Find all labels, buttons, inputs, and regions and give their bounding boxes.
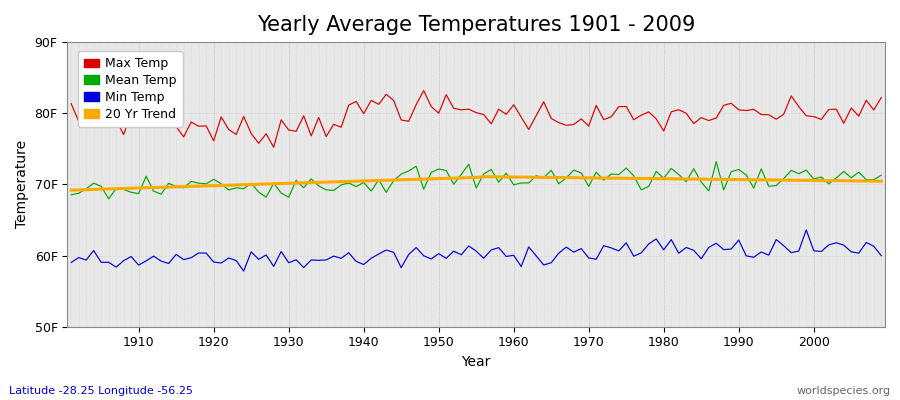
20 Yr Trend bbox=[336, 179, 346, 184]
Max Temp bbox=[516, 115, 526, 120]
Text: Latitude -28.25 Longitude -56.25: Latitude -28.25 Longitude -56.25 bbox=[9, 386, 193, 396]
Legend: Max Temp, Mean Temp, Min Temp, 20 Yr Trend: Max Temp, Mean Temp, Min Temp, 20 Yr Tre… bbox=[77, 51, 183, 127]
Min Temp bbox=[343, 250, 354, 255]
20 Yr Trend bbox=[66, 188, 77, 192]
Min Temp bbox=[508, 253, 519, 258]
Line: Mean Temp: Mean Temp bbox=[71, 162, 881, 199]
X-axis label: Year: Year bbox=[462, 355, 490, 369]
Title: Yearly Average Temperatures 1901 - 2009: Yearly Average Temperatures 1901 - 2009 bbox=[257, 15, 696, 35]
Min Temp bbox=[298, 265, 309, 270]
Mean Temp bbox=[298, 185, 309, 190]
20 Yr Trend bbox=[126, 186, 137, 191]
20 Yr Trend bbox=[516, 175, 526, 180]
Mean Temp bbox=[66, 192, 77, 197]
20 Yr Trend bbox=[508, 175, 519, 180]
Min Temp bbox=[606, 246, 616, 250]
20 Yr Trend bbox=[876, 179, 886, 184]
Min Temp bbox=[801, 228, 812, 232]
Line: 20 Yr Trend: 20 Yr Trend bbox=[71, 177, 881, 190]
Mean Temp bbox=[133, 191, 144, 196]
Line: Max Temp: Max Temp bbox=[71, 90, 881, 147]
Max Temp bbox=[343, 103, 354, 108]
Mean Temp bbox=[876, 173, 886, 178]
Max Temp bbox=[876, 95, 886, 100]
Max Temp bbox=[418, 88, 429, 93]
Max Temp bbox=[66, 101, 77, 106]
20 Yr Trend bbox=[478, 174, 489, 179]
20 Yr Trend bbox=[291, 181, 302, 186]
Max Temp bbox=[523, 127, 534, 132]
Max Temp bbox=[298, 114, 309, 118]
Min Temp bbox=[516, 264, 526, 269]
Min Temp bbox=[876, 253, 886, 258]
Min Temp bbox=[126, 254, 137, 259]
Mean Temp bbox=[606, 172, 616, 176]
Max Temp bbox=[268, 145, 279, 150]
Mean Temp bbox=[711, 159, 722, 164]
Max Temp bbox=[126, 111, 137, 116]
Line: Min Temp: Min Temp bbox=[71, 230, 881, 271]
Y-axis label: Temperature: Temperature bbox=[15, 140, 29, 228]
Min Temp bbox=[238, 269, 249, 274]
Mean Temp bbox=[516, 180, 526, 185]
Text: worldspecies.org: worldspecies.org bbox=[796, 386, 891, 396]
Mean Temp bbox=[104, 196, 114, 201]
20 Yr Trend bbox=[606, 176, 616, 180]
Max Temp bbox=[613, 104, 624, 109]
Mean Temp bbox=[508, 182, 519, 187]
Min Temp bbox=[66, 260, 77, 265]
Mean Temp bbox=[343, 180, 354, 185]
